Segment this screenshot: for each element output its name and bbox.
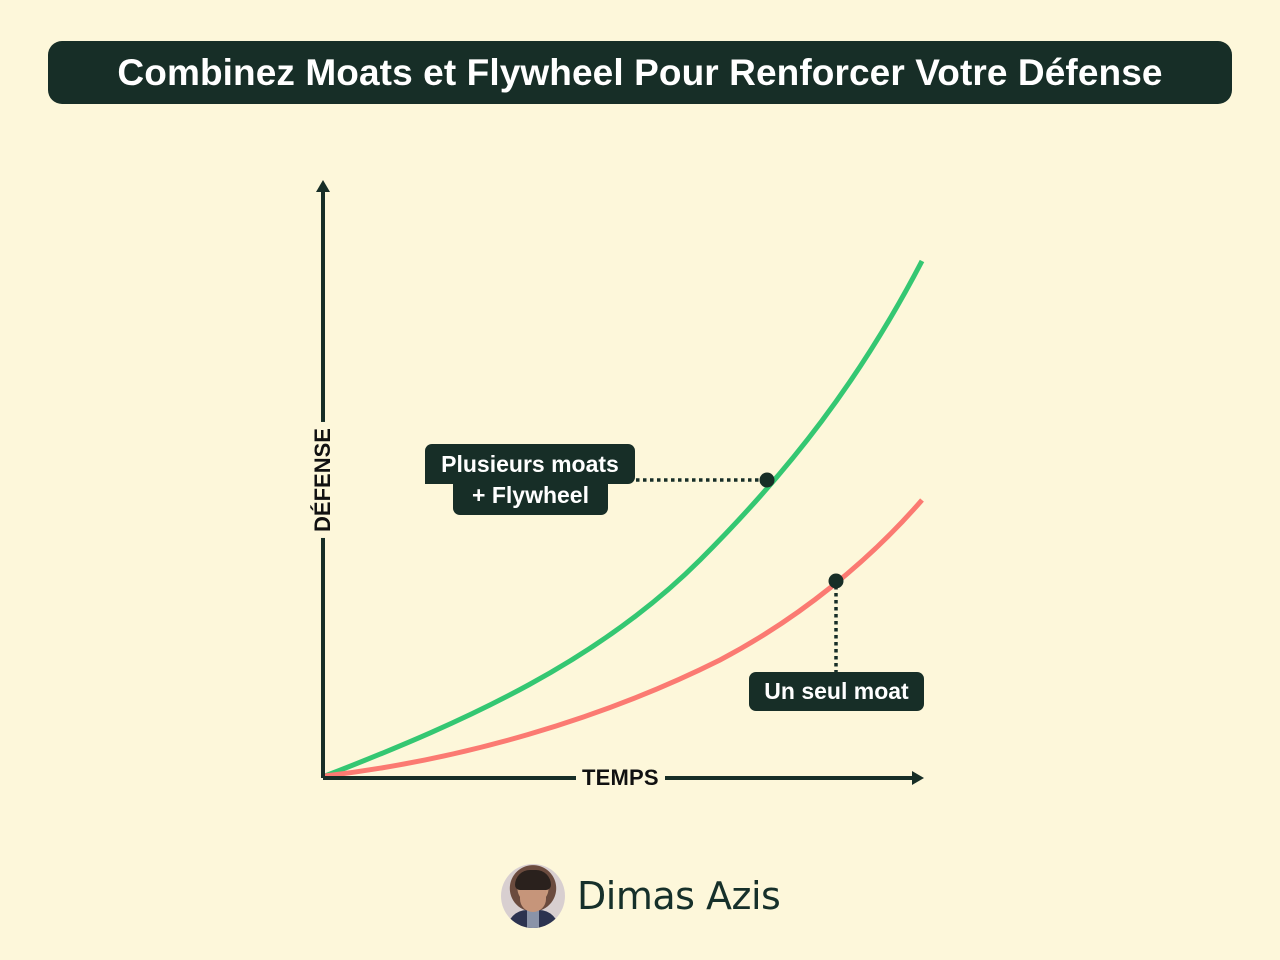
author-name: Dimas Azis (577, 874, 781, 918)
red-highlight-point (828, 573, 844, 589)
green-label-line2: + Flywheel (453, 478, 608, 515)
author-signature: Dimas Azis (501, 864, 781, 928)
red-label: Un seul moat (749, 672, 924, 711)
green-highlight-point (759, 472, 775, 488)
page-title: Combinez Moats et Flywheel Pour Renforce… (117, 51, 1163, 93)
title-banner: Combinez Moats et Flywheel Pour Renforce… (48, 41, 1232, 104)
green-series-line (324, 259, 925, 779)
red-series-line (324, 498, 924, 779)
y-axis-label: DÉFENSE (310, 422, 336, 538)
author-avatar (501, 864, 565, 928)
x-axis-arrow-icon (912, 771, 924, 785)
green-label-line1: Plusieurs moats (425, 444, 635, 484)
y-axis-arrow-icon (316, 180, 330, 192)
x-axis-label: TEMPS (576, 765, 665, 791)
